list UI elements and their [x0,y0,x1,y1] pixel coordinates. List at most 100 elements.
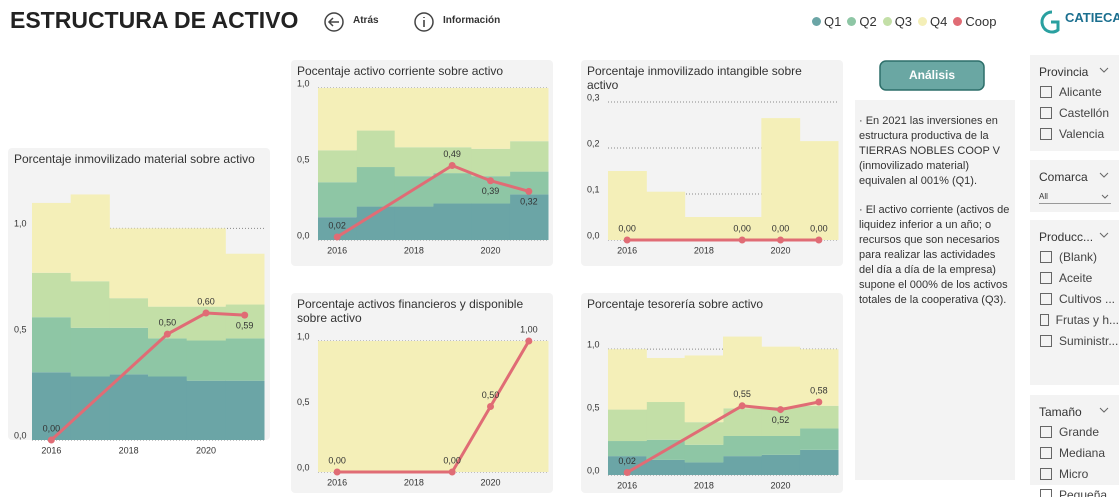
checkbox[interactable] [1040,488,1052,497]
y-tick-label: 0,0 [14,430,27,440]
area-segment [433,173,472,204]
filter-panel [1030,160,1119,212]
checkbox[interactable] [1040,313,1049,326]
legend-item: Q2 [847,14,877,29]
checkbox[interactable] [1040,85,1052,98]
y-tick-label: 0,0 [587,465,600,475]
legend-item: Coop [953,14,996,29]
y-tick-label: 0,5 [587,402,600,412]
filter-option[interactable]: Alicante [1040,81,1119,102]
coop-point [525,187,533,195]
filter-option[interactable]: Micro [1040,463,1119,484]
filter-option[interactable]: Castellón [1040,102,1119,123]
y-tick-label: 0,0 [587,230,600,240]
option-label: Alicante [1059,84,1102,99]
y-tick-label: 0,5 [297,154,310,164]
option-label: Micro [1059,466,1089,481]
coop-point [487,403,494,410]
area-segment [186,228,226,307]
chart-title: Porcentaje activos financieros y disponi… [297,297,524,325]
filter-chevron [1099,67,1109,73]
legend-dot [812,17,821,26]
filter-option[interactable]: Cultivos ... [1040,288,1119,309]
area-segment [148,338,188,377]
x-tick-label: 2020 [770,480,790,490]
area-segment [109,327,149,375]
dropdown[interactable]: All [1039,192,1111,204]
filter-option[interactable]: Frutas y h... [1040,309,1119,330]
x-tick-label: 2018 [694,480,714,490]
x-tick-label: 2018 [404,477,424,487]
filter-option[interactable]: Grande [1040,421,1119,442]
data-label: 1,00 [520,324,538,334]
filter-title: Tamaño [1039,405,1082,419]
chart: 0,0 0,5 1,0 2016 2018 2020 0,00 0,00 0,50 1,00 [291,293,553,493]
checkbox[interactable] [1040,292,1052,305]
area-segment [799,428,839,450]
filter-panel [1030,395,1119,485]
data-label: 0,32 [520,197,538,207]
area-segment [225,338,265,381]
y-tick-label: 0,1 [587,184,600,194]
chart-title: Porcentaje inmovilizado intangible sobre… [587,64,802,92]
area-segment [318,341,357,472]
checkbox[interactable] [1040,271,1052,284]
area-segment [608,409,647,442]
area-segment [225,253,265,305]
filter-title: Provincia [1039,65,1089,79]
coop-point [202,309,210,317]
area-segment [684,444,724,463]
area-segment [356,88,396,131]
data-label: 0,59 [236,320,254,330]
coop-point [525,337,533,345]
filter-option[interactable]: Aceite [1040,267,1119,288]
filter-option[interactable]: Suministr... [1040,330,1119,351]
chart-title: Porcentaje inmovilizado material sobre a… [14,152,255,166]
area-segment [761,435,801,455]
area-segment [70,281,110,328]
data-label: 0,58 [810,385,828,395]
analysis-button[interactable]: Análisis [908,68,956,82]
analysis-button-bg[interactable] [879,60,985,91]
analysis-paragraph: · El activo corriente (activos de liquid… [859,204,1010,306]
checkbox[interactable] [1040,467,1052,480]
checkbox[interactable] [1040,106,1052,119]
coop-point [333,233,341,241]
legend-item: Q3 [882,14,913,29]
data-label: 0,60 [197,296,215,306]
coop-point [777,406,784,414]
data-label: 0,00 [443,455,461,465]
checkbox[interactable] [1040,334,1052,347]
filter-option[interactable]: Valencia [1040,123,1119,144]
checkbox[interactable] [1040,127,1052,140]
y-tick-label: 1,0 [297,331,310,341]
checkbox[interactable] [1040,446,1052,459]
coop-point [738,402,746,410]
legend-label: Q4 [930,14,948,29]
back-icon[interactable] [324,12,344,32]
area-segment [318,217,357,240]
coop-point [777,236,784,244]
chart-title: Pocentaje activo corriente sobre activo [297,64,504,78]
info-icon[interactable] [414,12,434,32]
y-tick-label: 0,5 [14,325,27,335]
area-segment [723,336,762,409]
checkbox[interactable] [1040,425,1052,438]
back-label[interactable]: Atrás [353,15,379,26]
x-tick-label: 2016 [617,480,637,490]
area-segment [684,422,724,445]
area-segment [799,141,839,240]
coop-point [738,236,746,244]
area-segment [608,171,647,240]
checkbox[interactable] [1040,250,1052,263]
area-segment [109,298,149,328]
info-label[interactable]: Información [443,15,501,26]
area-segment [394,147,434,177]
filter-option[interactable]: Mediana [1040,442,1119,463]
legend-dot [918,17,928,26]
filter-option[interactable]: Pequeña [1040,484,1119,497]
legend-label: Q3 [894,14,913,29]
coop-point [623,468,631,476]
filter-option[interactable]: (Blank) [1040,246,1119,267]
